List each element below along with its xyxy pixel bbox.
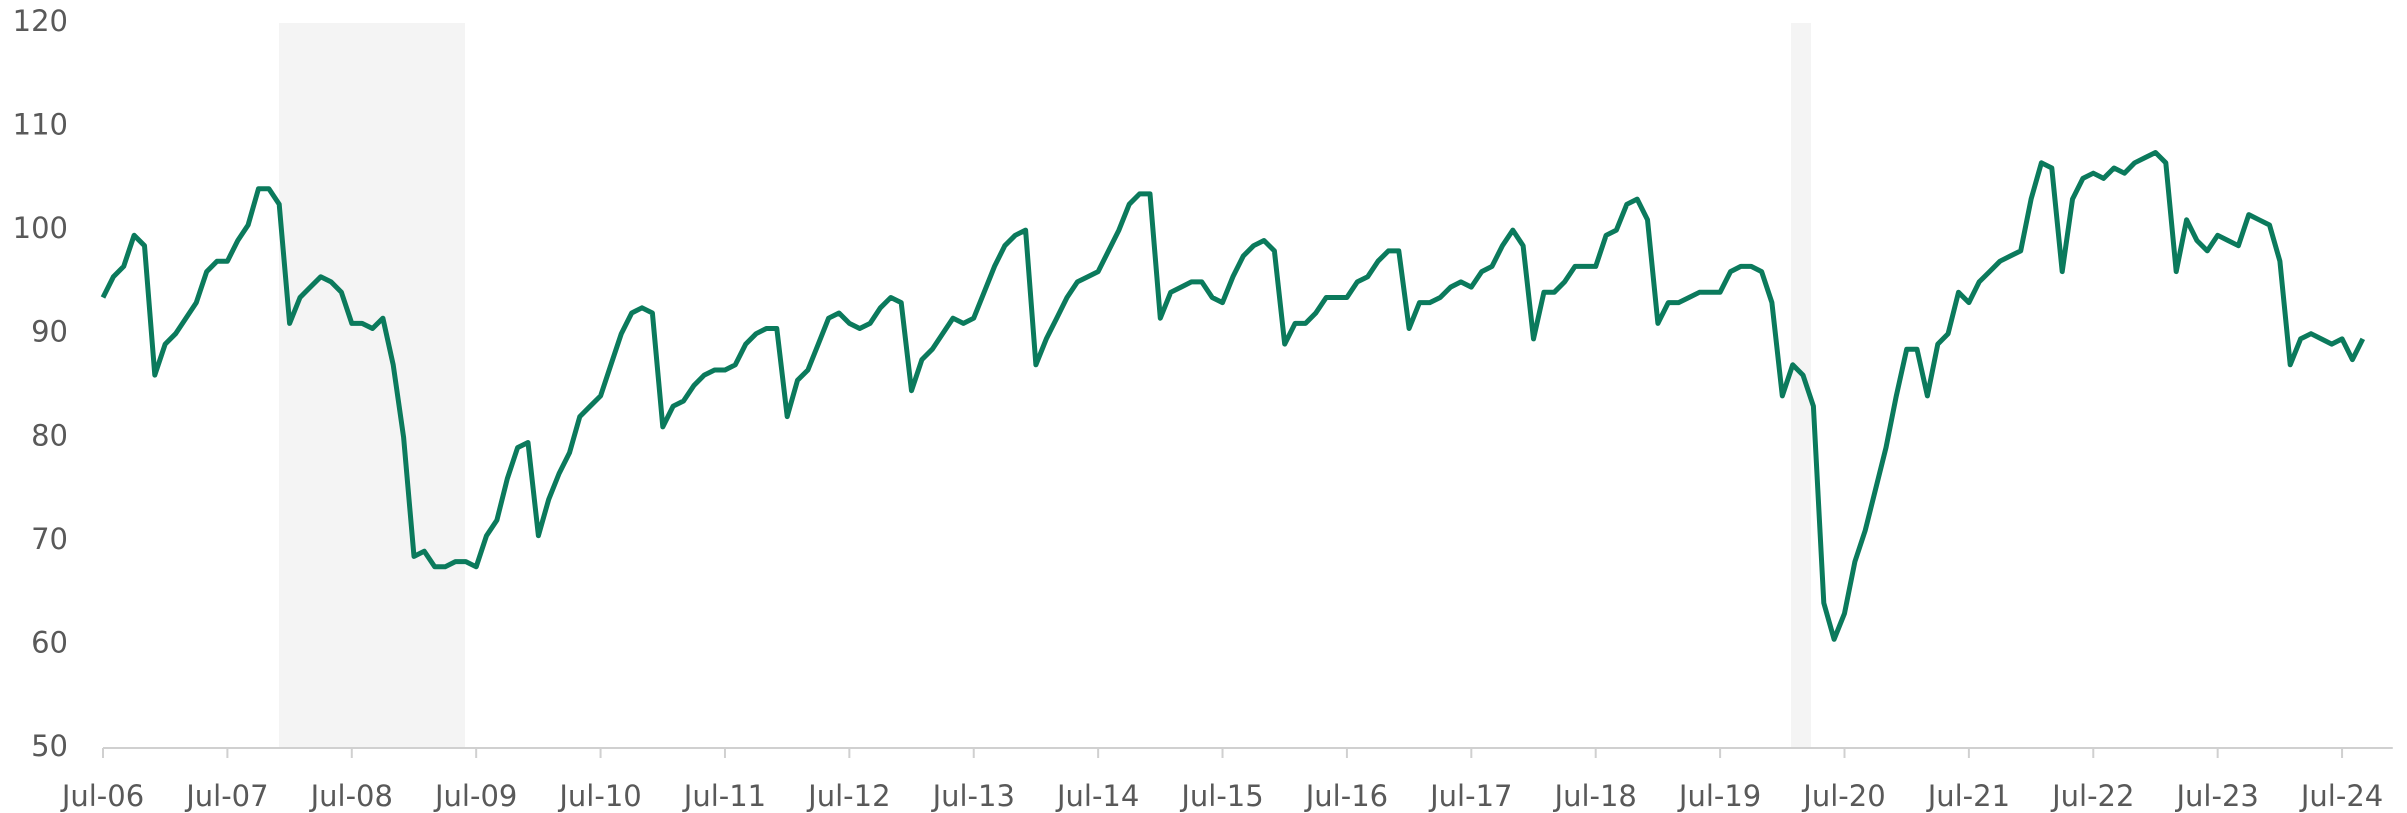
x-tick-label: Jul-12 xyxy=(806,779,890,813)
x-tick-label: Jul-17 xyxy=(1428,779,1512,813)
x-tick-label: Jul-06 xyxy=(60,779,144,813)
recession-band xyxy=(1791,23,1811,748)
x-tick-label: Jul-11 xyxy=(682,779,766,813)
x-tick-label: Jul-18 xyxy=(1553,779,1637,813)
y-tick-label: 70 xyxy=(31,522,68,556)
x-tick-label: Jul-21 xyxy=(1926,779,2010,813)
x-tick-label: Jul-14 xyxy=(1055,779,1139,813)
y-tick-label: 110 xyxy=(13,108,68,142)
x-tick-label: Jul-22 xyxy=(2050,779,2134,813)
y-tick-label: 60 xyxy=(31,625,68,659)
x-tick-label: Jul-19 xyxy=(1677,779,1761,813)
x-tick-label: Jul-07 xyxy=(184,779,268,813)
x-tick-label: Jul-10 xyxy=(557,779,641,813)
x-tick-label: Jul-09 xyxy=(433,779,517,813)
x-tick-label: Jul-20 xyxy=(1801,779,1885,813)
y-tick-label: 100 xyxy=(13,211,68,245)
y-tick-label: 50 xyxy=(31,729,68,763)
y-tick-label: 90 xyxy=(31,315,68,349)
recession-band xyxy=(279,23,465,748)
data-line xyxy=(100,150,2366,642)
y-tick-label: 120 xyxy=(13,4,68,38)
x-tick-label: Jul-23 xyxy=(2174,779,2258,813)
x-tick-label: Jul-15 xyxy=(1179,779,1263,813)
x-tick-label: Jul-08 xyxy=(309,779,393,813)
y-tick-label: 80 xyxy=(31,418,68,452)
x-tick-label: Jul-13 xyxy=(931,779,1015,813)
x-tick-label: Jul-24 xyxy=(2299,779,2383,813)
x-tick-label: Jul-16 xyxy=(1304,779,1388,813)
